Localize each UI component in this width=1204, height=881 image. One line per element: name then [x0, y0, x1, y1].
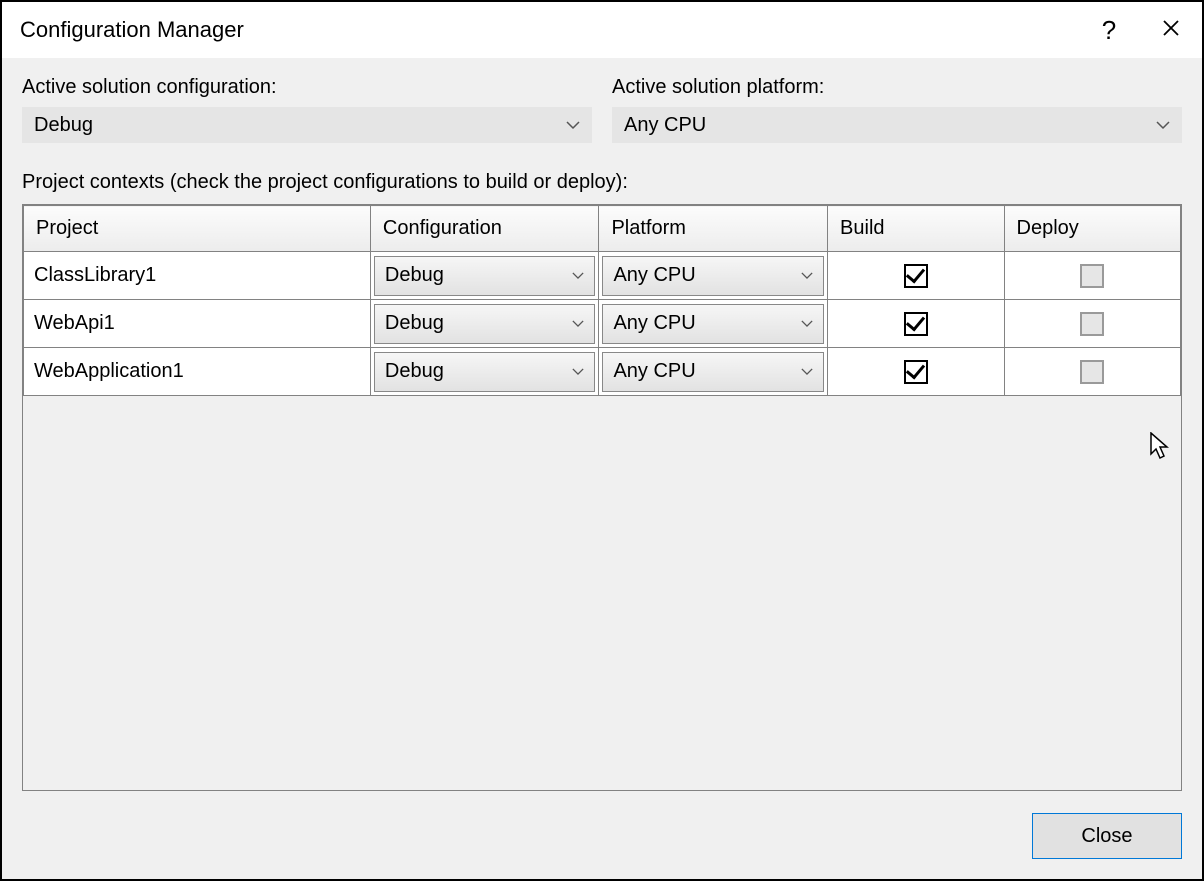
- configuration-dropdown[interactable]: Debug: [374, 352, 596, 392]
- configuration-value: Debug: [385, 264, 444, 287]
- build-cell: [828, 300, 1004, 348]
- chevron-down-icon: [801, 367, 813, 376]
- table-row: ClassLibrary1 Debug Any CPU: [24, 252, 1181, 300]
- deploy-cell: [1004, 252, 1181, 300]
- solution-config-dropdown[interactable]: Debug: [22, 107, 592, 143]
- project-name-cell: ClassLibrary1: [24, 252, 371, 300]
- configuration-cell: Debug: [370, 348, 599, 396]
- table-row: WebApplication1 Debug Any CPU: [24, 348, 1181, 396]
- table-header-row: Project Configuration Platform Build Dep…: [24, 206, 1181, 252]
- titlebar: Configuration Manager ?: [2, 2, 1202, 58]
- solution-config-label: Active solution configuration:: [22, 76, 592, 99]
- help-button[interactable]: ?: [1078, 2, 1140, 58]
- close-button[interactable]: Close: [1032, 813, 1182, 859]
- solution-platform-value: Any CPU: [624, 114, 706, 137]
- dialog-body: Active solution configuration: Debug Act…: [2, 58, 1202, 879]
- configuration-dropdown[interactable]: Debug: [374, 256, 596, 296]
- build-cell: [828, 252, 1004, 300]
- platform-value: Any CPU: [613, 360, 695, 383]
- platform-cell: Any CPU: [599, 252, 828, 300]
- platform-value: Any CPU: [613, 312, 695, 335]
- chevron-down-icon: [801, 319, 813, 328]
- col-header-deploy[interactable]: Deploy: [1004, 206, 1181, 252]
- platform-cell: Any CPU: [599, 300, 828, 348]
- close-icon: [1162, 17, 1180, 43]
- chevron-down-icon: [572, 271, 584, 280]
- chevron-down-icon: [1156, 120, 1170, 130]
- help-icon: ?: [1102, 15, 1116, 46]
- configuration-cell: Debug: [370, 300, 599, 348]
- project-name-cell: WebApplication1: [24, 348, 371, 396]
- project-name-cell: WebApi1: [24, 300, 371, 348]
- deploy-checkbox: [1080, 360, 1104, 384]
- window-title: Configuration Manager: [20, 17, 1078, 43]
- project-contexts-table: Project Configuration Platform Build Dep…: [23, 205, 1181, 396]
- chevron-down-icon: [572, 319, 584, 328]
- deploy-cell: [1004, 300, 1181, 348]
- platform-cell: Any CPU: [599, 348, 828, 396]
- build-checkbox[interactable]: [904, 312, 928, 336]
- col-header-build[interactable]: Build: [828, 206, 1004, 252]
- deploy-cell: [1004, 348, 1181, 396]
- platform-dropdown[interactable]: Any CPU: [602, 304, 824, 344]
- platform-dropdown[interactable]: Any CPU: [602, 352, 824, 392]
- close-window-button[interactable]: [1140, 2, 1202, 58]
- deploy-checkbox: [1080, 264, 1104, 288]
- col-header-configuration[interactable]: Configuration: [370, 206, 599, 252]
- platform-dropdown[interactable]: Any CPU: [602, 256, 824, 296]
- col-header-platform[interactable]: Platform: [599, 206, 828, 252]
- build-cell: [828, 348, 1004, 396]
- project-contexts-grid: Project Configuration Platform Build Dep…: [22, 204, 1182, 791]
- configuration-manager-dialog: Configuration Manager ? Active solution …: [0, 0, 1204, 881]
- configuration-value: Debug: [385, 360, 444, 383]
- build-checkbox[interactable]: [904, 360, 928, 384]
- solution-platform-group: Active solution platform: Any CPU: [612, 76, 1182, 143]
- col-header-project[interactable]: Project: [24, 206, 371, 252]
- solution-platform-label: Active solution platform:: [612, 76, 1182, 99]
- solution-platform-dropdown[interactable]: Any CPU: [612, 107, 1182, 143]
- build-checkbox[interactable]: [904, 264, 928, 288]
- chevron-down-icon: [801, 271, 813, 280]
- configuration-value: Debug: [385, 312, 444, 335]
- grid-empty-area: [23, 396, 1181, 790]
- deploy-checkbox: [1080, 312, 1104, 336]
- solution-config-value: Debug: [34, 114, 93, 137]
- dialog-footer: Close: [22, 791, 1182, 859]
- close-button-label: Close: [1081, 825, 1132, 848]
- table-row: WebApi1 Debug Any CPU: [24, 300, 1181, 348]
- configuration-cell: Debug: [370, 252, 599, 300]
- chevron-down-icon: [566, 120, 580, 130]
- solution-config-group: Active solution configuration: Debug: [22, 76, 592, 143]
- solution-selectors-row: Active solution configuration: Debug Act…: [22, 76, 1182, 143]
- platform-value: Any CPU: [613, 264, 695, 287]
- chevron-down-icon: [572, 367, 584, 376]
- project-contexts-label: Project contexts (check the project conf…: [22, 171, 1182, 194]
- configuration-dropdown[interactable]: Debug: [374, 304, 596, 344]
